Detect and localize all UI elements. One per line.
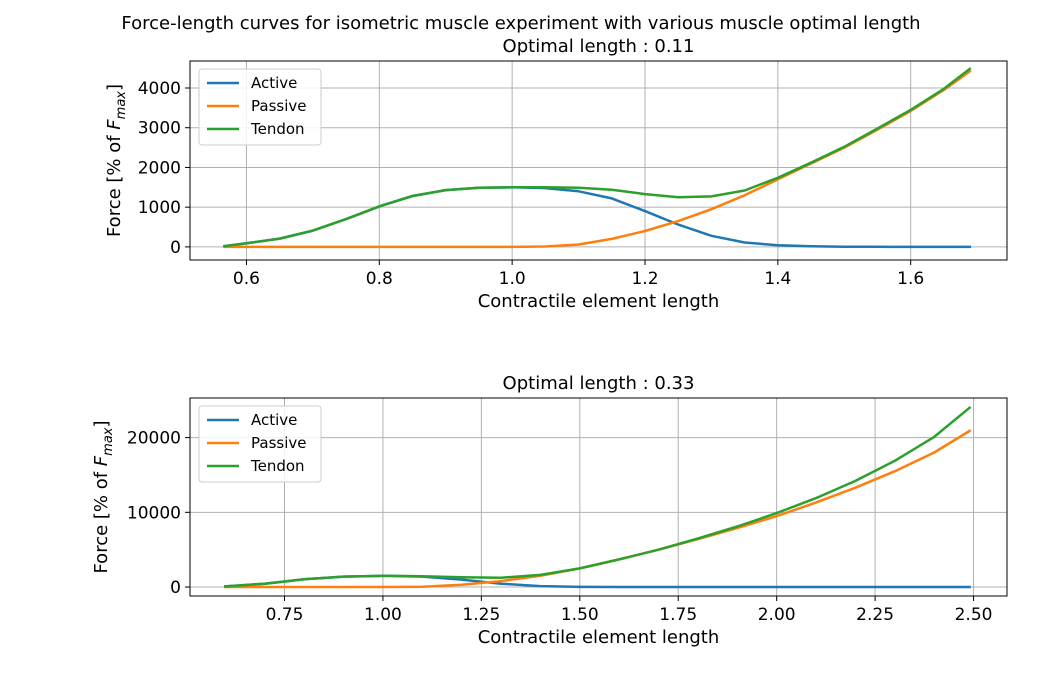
x-tick-label: 1.75 xyxy=(659,605,697,625)
x-axis-label: Contractile element length xyxy=(478,291,720,312)
x-tick-label: 2.25 xyxy=(856,605,894,625)
legend-label-passive: Passive xyxy=(251,97,306,115)
figure-suptitle: Force-length curves for isometric muscle… xyxy=(121,13,920,34)
x-tick-label: 0.6 xyxy=(233,269,260,289)
legend-label-tendon: Tendon xyxy=(250,457,305,475)
subplot-title: Optimal length : 0.11 xyxy=(503,36,695,57)
y-axis-label: Force [% of Fmax] xyxy=(104,84,129,237)
y-tick-label: 1000 xyxy=(138,198,181,218)
y-tick-label: 0 xyxy=(170,578,181,598)
axes-frame xyxy=(189,397,1008,597)
x-tick-label: 1.25 xyxy=(462,605,500,625)
y-axis-label: Force [% of Fmax] xyxy=(91,420,116,573)
x-tick-label: 1.6 xyxy=(897,269,924,289)
x-tick-label: 1.50 xyxy=(561,605,599,625)
y-tick-label: 20000 xyxy=(127,429,181,449)
y-tick-label: 4000 xyxy=(138,79,181,99)
subplot-title: Optimal length : 0.33 xyxy=(503,373,695,394)
y-label-text: Force [% of xyxy=(91,466,112,573)
legend-label-passive: Passive xyxy=(251,434,306,452)
y-label-symbol: F xyxy=(104,119,125,130)
axes-frame xyxy=(189,60,1008,261)
x-tick-label: 2.00 xyxy=(758,605,796,625)
y-tick-label: 0 xyxy=(170,238,181,258)
y-label-text: Force [% of xyxy=(104,130,125,237)
x-tick-label: 0.8 xyxy=(366,269,393,289)
legend-box xyxy=(198,68,322,146)
legend-label-active: Active xyxy=(251,411,297,429)
y-label-subscript: max xyxy=(114,91,129,120)
y-tick-label: 3000 xyxy=(138,119,181,139)
legend-label-tendon: Tendon xyxy=(250,120,305,138)
x-tick-label: 1.4 xyxy=(764,269,791,289)
subplot-top: 0.6 0.8 1.0 1.2 1.4 1.6 0 1000 2000 3000 4000 Optim… xyxy=(104,36,1008,312)
series-line-tendon xyxy=(224,405,972,588)
y-tick-label: 2000 xyxy=(138,158,181,178)
y-tick-label: 10000 xyxy=(127,503,181,523)
x-tick-label: 1.2 xyxy=(631,269,658,289)
series-line-tendon xyxy=(223,67,972,248)
x-axis-label: Contractile element length xyxy=(478,627,720,648)
legend-box xyxy=(198,405,322,483)
y-label-symbol: F xyxy=(91,455,112,466)
legend-label-active: Active xyxy=(251,74,297,92)
series-line-active xyxy=(223,186,972,249)
x-tick-label: 1.0 xyxy=(499,269,526,289)
y-label-close: ] xyxy=(104,84,125,91)
x-tick-label: 2.50 xyxy=(955,605,993,625)
y-label-subscript: max xyxy=(101,427,116,456)
series-line-passive xyxy=(223,69,972,249)
x-tick-label: 1.00 xyxy=(364,605,402,625)
y-label-close: ] xyxy=(91,420,112,427)
x-tick-label: 0.75 xyxy=(266,605,304,625)
subplot-bottom: 0.75 1.00 1.25 1.50 1.75 2.00 2.25 2.50 0 10000 20… xyxy=(91,373,1008,648)
